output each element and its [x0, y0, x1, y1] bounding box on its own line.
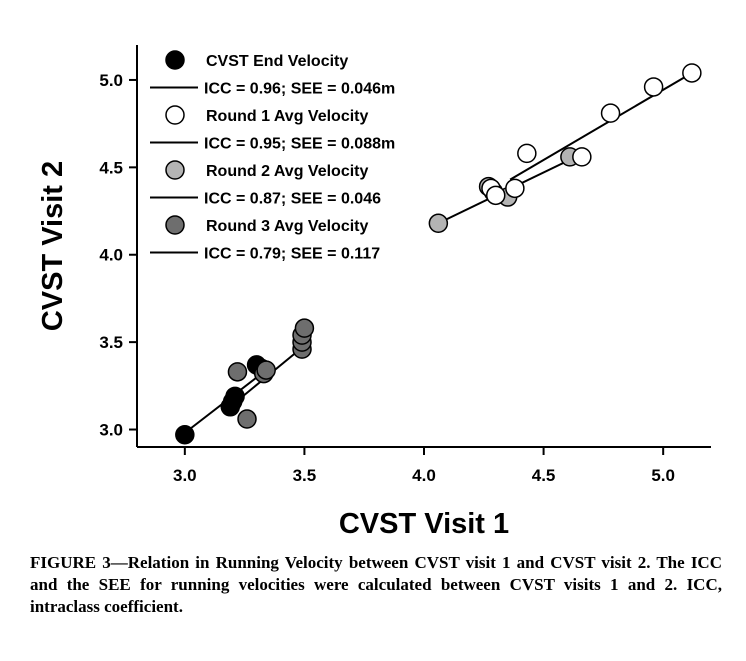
y-tick-label: 5.0 [99, 71, 123, 90]
data-point [486, 185, 506, 206]
data-point [175, 425, 195, 445]
data-point [294, 318, 315, 338]
data-point [505, 178, 525, 199]
legend-marker [165, 105, 185, 125]
legend-fit-label: ICC = 0.87; SEE = 0.046 [204, 191, 381, 208]
scatter-chart: 3.0 3.5 4.0 4.5 5.0 3.0 3.5 4.0 4.5 5.0 CVST Visit… [37, 45, 711, 540]
data-point [517, 143, 537, 164]
y-tick-label: 3.0 [99, 421, 123, 440]
x-tick-label: 3.5 [293, 466, 317, 485]
x-tick-label: 4.0 [412, 466, 436, 485]
data-point [572, 147, 592, 167]
y-tick-label: 4.0 [99, 246, 123, 265]
x-tick-label: 3.0 [173, 466, 197, 485]
data-points [175, 63, 702, 445]
y-tick-label: 3.5 [99, 333, 123, 352]
fit-line [509, 72, 693, 181]
x-axis-title: CVST Visit 1 [339, 508, 509, 540]
legend-fit-label: ICC = 0.96; SEE = 0.046m [204, 81, 395, 98]
data-point [600, 103, 621, 123]
data-point [682, 63, 702, 83]
legend-fit-label: ICC = 0.95; SEE = 0.088m [204, 136, 395, 153]
figure-caption: FIGURE 3—Relation in Running Velocity be… [30, 553, 722, 616]
y-axis-title: CVST Visit 2 [37, 161, 69, 331]
legend-marker [165, 160, 185, 180]
data-point [256, 360, 276, 380]
legend-label: Round 3 Avg Velocity [206, 218, 369, 235]
axes: 3.0 3.5 4.0 4.5 5.0 3.0 3.5 4.0 4.5 5.0 CVST Visit… [37, 45, 711, 540]
data-point [237, 409, 257, 429]
data-point [225, 386, 245, 407]
legend-marker [165, 50, 185, 70]
data-point [227, 362, 248, 382]
x-tick-label: 5.0 [651, 466, 675, 485]
x-tick-label: 4.5 [532, 466, 556, 485]
legend: CVST End Velocity ICC = 0.96; SEE = 0.046… [150, 50, 395, 263]
legend-label: Round 2 Avg Velocity [206, 163, 369, 180]
data-point [428, 213, 449, 234]
legend-label: Round 1 Avg Velocity [206, 108, 369, 125]
y-tick-label: 4.5 [99, 158, 123, 177]
legend-marker [165, 215, 185, 235]
data-point [643, 77, 664, 97]
legend-fit-label: ICC = 0.79; SEE = 0.117 [204, 246, 380, 263]
legend-label: CVST End Velocity [206, 53, 348, 70]
